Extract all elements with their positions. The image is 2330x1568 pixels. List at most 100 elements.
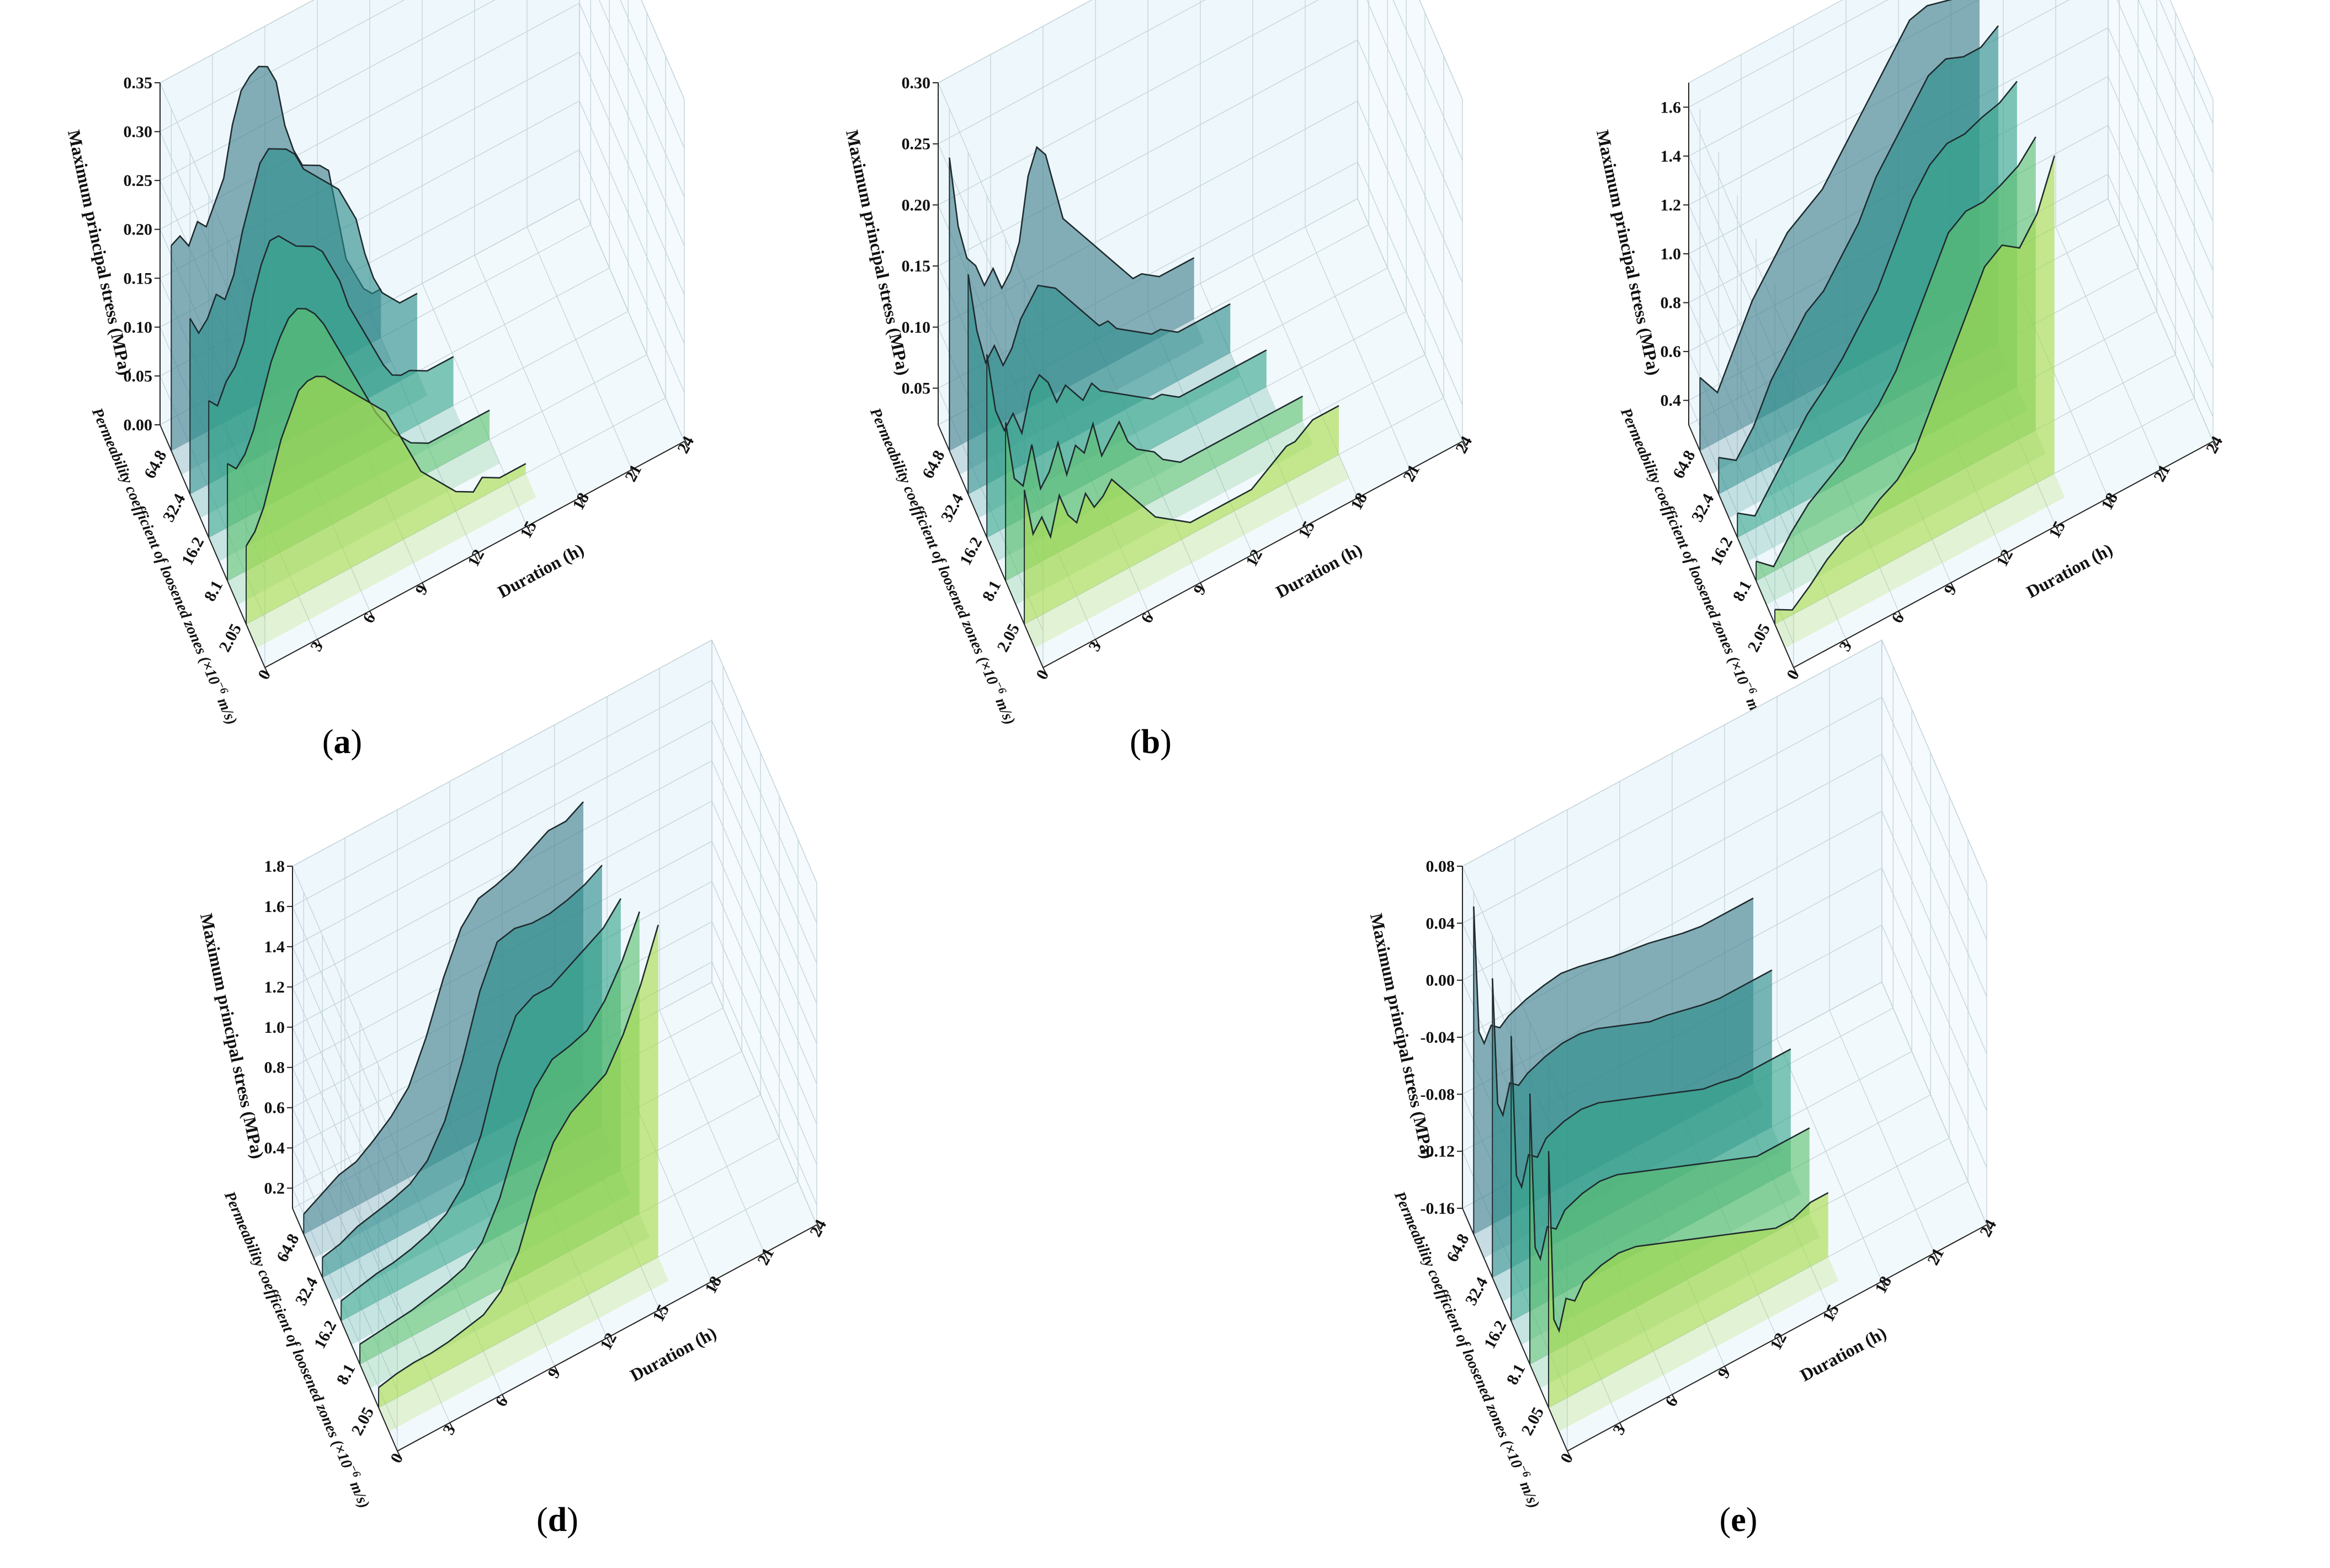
z-tick-label: 16.2 (178, 534, 208, 568)
z-tick-label: 64.8 (273, 1231, 303, 1265)
y-tick-label: 0.25 (124, 172, 153, 190)
chart-svg-c: 0.4 0.6 0.8 1.0 1.2 1.4 1.6 Maximum principal s… (1593, 0, 2226, 727)
z-tick-label: 32.4 (1462, 1274, 1492, 1309)
x-tick-label: 0 (387, 1450, 407, 1466)
z-tick-label: 2.05 (348, 1404, 377, 1438)
x-tick-label: 3 (439, 1422, 459, 1438)
y-tick-label: 0.30 (902, 74, 931, 92)
z-tick-label: 8.1 (1503, 1361, 1529, 1388)
y-tick-label: 0.10 (902, 318, 931, 337)
z-tick-label: 8.1 (1730, 578, 1756, 605)
series-line (1547, 1151, 1829, 1334)
series-line (303, 801, 584, 1215)
y-axis: -0.16 -0.12 -0.08 -0.04 0.00 0.04 0.08 (1421, 857, 1463, 1218)
x-axis-label: Duration (h) (1797, 1322, 1890, 1385)
x-tick-label: 6 (1662, 1394, 1682, 1410)
series-line (1004, 396, 1304, 491)
y-tick-label: 1.6 (264, 898, 285, 916)
x-tick-label: 3 (1609, 1422, 1629, 1438)
y-tick-label: 0.6 (1661, 343, 1682, 361)
chart-svg-d: 0.2 0.4 0.6 0.8 1.0 1.2 1.4 1.6 1.8 Maximum princ… (196, 639, 830, 1511)
x-tick-label: 0 (254, 667, 274, 683)
series-line (245, 375, 526, 547)
z-tick-label: 32.4 (1688, 491, 1718, 525)
y-tick-label: 0.04 (1426, 914, 1455, 932)
caption-letter: e (1731, 1501, 1746, 1539)
y-axis: 0.05 0.10 0.15 0.20 0.25 0.30 (902, 74, 939, 425)
series-line (208, 235, 454, 407)
series-area (1024, 406, 1339, 625)
y-axis: 0.4 0.6 0.8 1.0 1.2 1.4 1.6 (1661, 83, 1689, 425)
y-tick-label: -0.08 (1421, 1085, 1455, 1103)
z-tick-label: 64.8 (1443, 1231, 1473, 1265)
series-area (1549, 1151, 1828, 1408)
x-axis-label: Duration (h) (2023, 539, 2116, 601)
x-axis-label: Duration (h) (627, 1322, 720, 1385)
y-tick-label: 1.8 (264, 857, 285, 876)
z-tick-label: 16.2 (311, 1318, 341, 1352)
y-axis: 0.00 0.05 0.10 0.15 0.20 0.25 0.30 0.35 (124, 74, 161, 434)
x-tick-label: 9 (1940, 582, 1960, 598)
z-tick-label: 8.1 (333, 1361, 359, 1388)
series-line (949, 146, 1195, 290)
chart-panel-e: -0.16 -0.12 -0.08 -0.04 0.00 0.04 0.08 Maximum … (1366, 639, 2141, 1512)
series-line (189, 148, 418, 335)
y-tick-label: 1.6 (1661, 98, 1682, 116)
z-tick-label: 64.8 (141, 447, 171, 482)
y-tick-label: 1.0 (264, 1018, 285, 1037)
z-tick-label: 64.8 (1669, 447, 1699, 482)
y-tick-label: 0.25 (902, 135, 931, 153)
y-tick-label: 1.2 (1661, 196, 1682, 214)
chart-panel-d: 0.2 0.4 0.6 0.8 1.0 1.2 1.4 1.6 1.8 Maximum princ… (196, 639, 971, 1512)
y-tick-label: -0.16 (1421, 1199, 1455, 1218)
y-tick-label: 0.8 (1661, 294, 1682, 312)
z-tick-label: 32.4 (938, 491, 967, 525)
z-tick-label: 16.2 (956, 534, 986, 568)
y-tick-label: 0.20 (124, 221, 153, 239)
series-floor-shadow (379, 1257, 669, 1432)
x-tick-label: 6 (1888, 610, 1908, 626)
series-line (1756, 136, 2036, 568)
chart-panel-b: 0.05 0.10 0.15 0.20 0.25 0.30 Maximum principa… (842, 0, 1617, 728)
x-tick-label: 6 (492, 1394, 512, 1410)
series-line (1775, 156, 2055, 611)
series-area (1775, 156, 2055, 625)
x-tick-label: 3 (1085, 638, 1105, 654)
panel-caption-a: (a) (322, 723, 363, 761)
z-tick-label: 64.8 (919, 447, 949, 482)
series-area (246, 376, 526, 625)
y-tick-label: 1.4 (1661, 147, 1682, 166)
z-tick-label: 8.1 (979, 578, 1005, 605)
panel-caption-e: (e) (1719, 1501, 1758, 1539)
z-axis: 64.8 32.4 16.2 8.1 2.05 (1443, 1208, 1568, 1452)
y-tick-label: 0.05 (124, 367, 153, 385)
series-line (1719, 25, 1999, 461)
z-tick-label: 8.1 (201, 578, 227, 605)
y-tick-label: 1.4 (264, 938, 285, 956)
x-tick-label: 0 (1557, 1450, 1577, 1466)
caption-letter: b (1141, 723, 1161, 761)
caption-letter: d (547, 1501, 567, 1539)
panel-caption-b: (b) (1130, 723, 1172, 761)
z-tick-label: 32.4 (292, 1274, 322, 1309)
y-tick-label: 1.0 (1661, 245, 1682, 263)
series-floor-shadow (246, 473, 536, 648)
y-tick-label: 0.00 (1426, 972, 1455, 990)
y-tick-label: 1.2 (264, 978, 285, 996)
series-line (967, 274, 1231, 367)
x-tick-label: 3 (1836, 638, 1855, 654)
chart-svg-e: -0.16-0.12-0.08-0.040.000.040.08Maximum … (1366, 639, 2000, 1511)
x-tick-label: 9 (412, 582, 432, 598)
y-tick-label: -0.04 (1421, 1028, 1455, 1047)
y-tick-label: -0.12 (1421, 1143, 1455, 1161)
z-tick-label: 32.4 (159, 491, 189, 525)
z-tick-label: 2.05 (1744, 621, 1774, 655)
series-floor-shadow (1549, 1257, 1839, 1432)
panel-caption-d: (d) (536, 1501, 578, 1539)
series-line (1699, 0, 1953, 394)
x-tick-label: 9 (544, 1366, 564, 1382)
y-axis-label: Maximum principal stress (MPa) (842, 128, 914, 377)
series-line (1737, 81, 2018, 517)
x-tick-label: 6 (1137, 610, 1157, 626)
series-line (986, 349, 1267, 436)
